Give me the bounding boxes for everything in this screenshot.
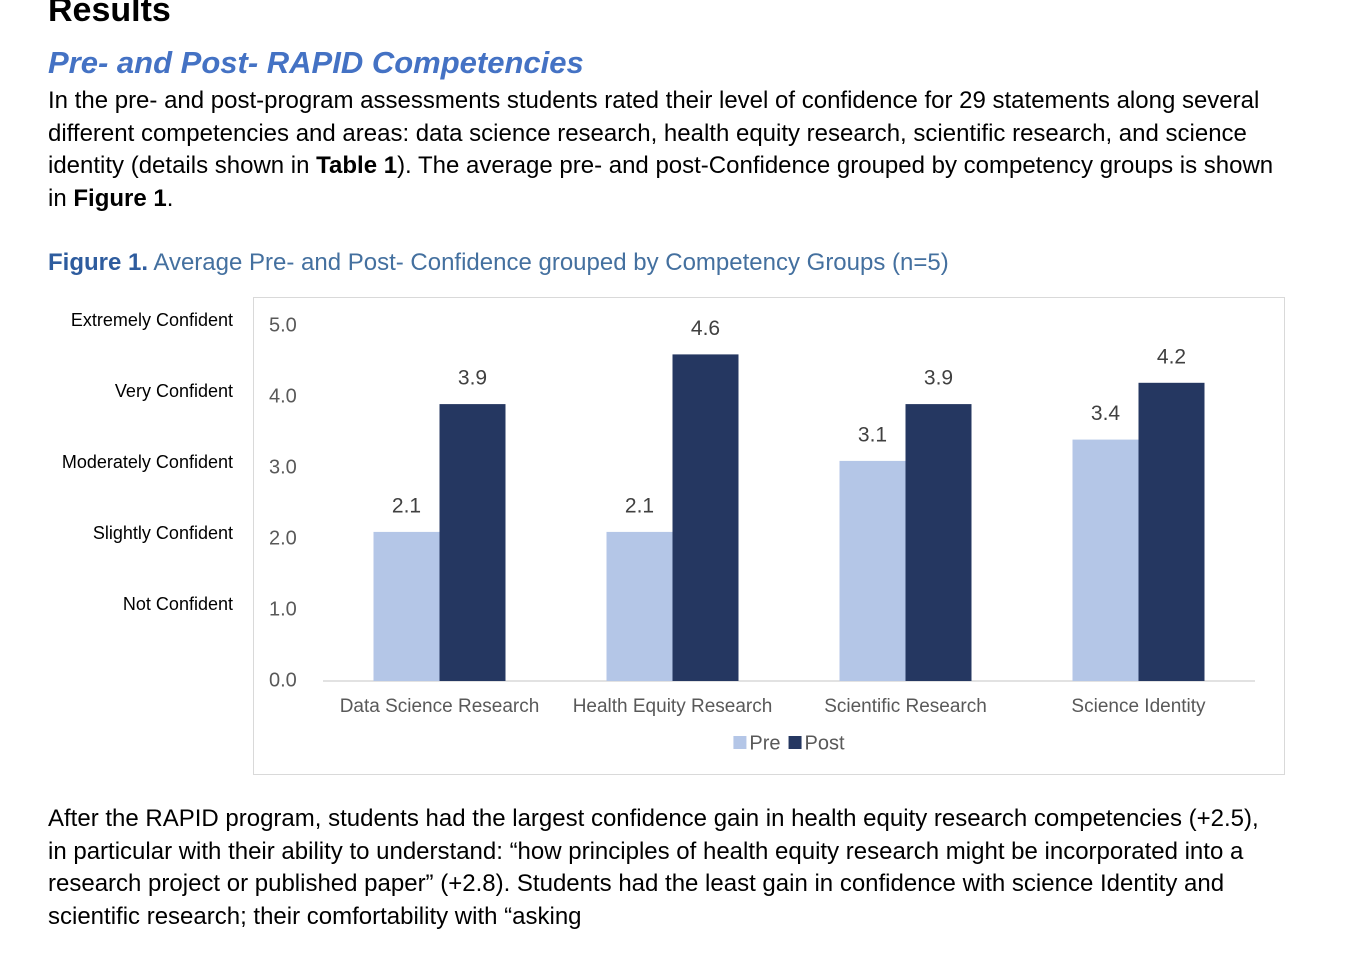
caption-text: Average Pre- and Post- Confidence groupe…: [153, 249, 949, 276]
scale-label: Extremely Confident: [71, 310, 233, 330]
x-tick-label: Science Identity: [1071, 696, 1206, 717]
chart: 0.0 1.0 2.0 3.0 4.0 5.0 Extremely Confident Ver…: [62, 297, 1285, 775]
bar: [839, 460, 906, 681]
bar: [1138, 382, 1205, 681]
value-label: 4.2: [1157, 345, 1186, 368]
figure-caption: Figure 1. Average Pre- and Post- Confide…: [48, 249, 949, 277]
legend-label: Post: [805, 732, 845, 754]
bar: [905, 404, 972, 681]
scale-label: Very Confident: [115, 381, 233, 401]
legend-swatch: [788, 736, 802, 749]
bar: [606, 531, 673, 681]
heading: Results: [48, 0, 171, 29]
y-tick-label: 3.0: [269, 456, 297, 478]
scale-label: Not Confident: [123, 594, 233, 614]
text-run: In the pre- and post-program assessments…: [48, 87, 1260, 179]
value-label: 3.1: [858, 423, 887, 446]
bold-reference: Figure 1: [73, 184, 167, 212]
text-run: ). The average pre- and post-Confidence …: [48, 152, 1274, 212]
y-tick-label: 2.0: [269, 527, 297, 549]
value-label: 3.4: [1091, 402, 1121, 425]
value-label: 2.1: [625, 494, 654, 517]
bold-reference: Table 1: [316, 152, 398, 179]
value-label: 3.9: [924, 367, 953, 390]
value-label: 3.9: [458, 367, 487, 390]
x-tick-label: Health Equity Research: [573, 696, 773, 717]
legend-swatch: [733, 736, 747, 749]
closing-paragraph: After the RAPID program, students had th…: [48, 805, 1259, 930]
y-tick-label: 0.0: [269, 669, 297, 691]
value-label: 4.6: [691, 317, 720, 340]
scale-label: Slightly Confident: [93, 523, 233, 543]
intro-paragraph: In the pre- and post-program assessments…: [48, 85, 1283, 215]
y-tick-label: 5.0: [269, 314, 297, 336]
y-tick-label: 4.0: [269, 385, 297, 407]
bar: [1072, 439, 1139, 681]
bar: [672, 354, 739, 681]
subheading: Pre- and Post- RAPID Competencies: [48, 45, 584, 80]
scale-label: Moderately Confident: [62, 452, 233, 472]
text-run: .: [166, 184, 174, 212]
x-tick-label: Scientific Research: [824, 696, 987, 717]
bar: [439, 404, 506, 681]
value-label: 2.1: [392, 494, 421, 517]
x-tick-label: Data Science Research: [340, 696, 540, 717]
caption-label: Figure 1.: [48, 249, 149, 276]
legend-label: Pre: [749, 732, 780, 754]
y-tick-label: 1.0: [269, 598, 297, 620]
bar: [373, 531, 440, 681]
